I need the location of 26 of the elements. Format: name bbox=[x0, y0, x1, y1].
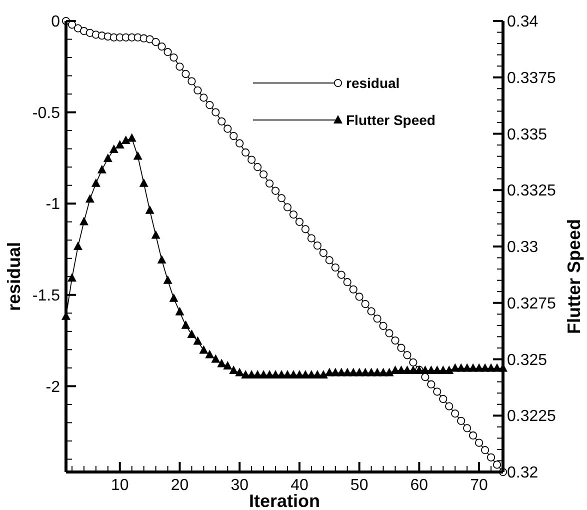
y-tick-label: -1 bbox=[46, 196, 60, 214]
y2-tick-label: 0.3375 bbox=[507, 70, 556, 87]
y2-tick-label: 0.3275 bbox=[507, 295, 556, 312]
y2-tick-label: 0.325 bbox=[507, 352, 548, 369]
y2-tick-label: 0.33 bbox=[507, 239, 538, 256]
y2-axis-title: Flutter Speed bbox=[564, 218, 584, 334]
y2-tick-label: 0.3325 bbox=[507, 182, 556, 200]
x-tick-label: 50 bbox=[350, 477, 368, 494]
y2-tick-label: 0.335 bbox=[507, 126, 548, 144]
y2-tick-label: 0.3225 bbox=[507, 408, 556, 426]
y-axis-title: residual bbox=[4, 242, 24, 312]
y2-tick-label: 0.34 bbox=[507, 14, 538, 31]
legend-label: residual bbox=[346, 74, 400, 91]
legend-label: Flutter Speed bbox=[346, 112, 436, 128]
y-tick-label: -0.5 bbox=[32, 104, 60, 122]
x-tick-label: 30 bbox=[230, 477, 249, 494]
y-tick-label: -1.5 bbox=[32, 287, 60, 304]
x-tick-label: 40 bbox=[290, 477, 308, 494]
y-tick-label: 0 bbox=[51, 14, 60, 31]
x-axis-title: Iteration bbox=[248, 491, 320, 510]
y2-tick-label: 0.32 bbox=[507, 464, 538, 482]
x-tick-label: 70 bbox=[470, 477, 488, 494]
y-tick-label: -2 bbox=[46, 378, 60, 396]
x-tick-label: 10 bbox=[110, 477, 129, 494]
x-tick-label: 60 bbox=[410, 477, 428, 494]
x-tick-label: 20 bbox=[170, 477, 189, 494]
